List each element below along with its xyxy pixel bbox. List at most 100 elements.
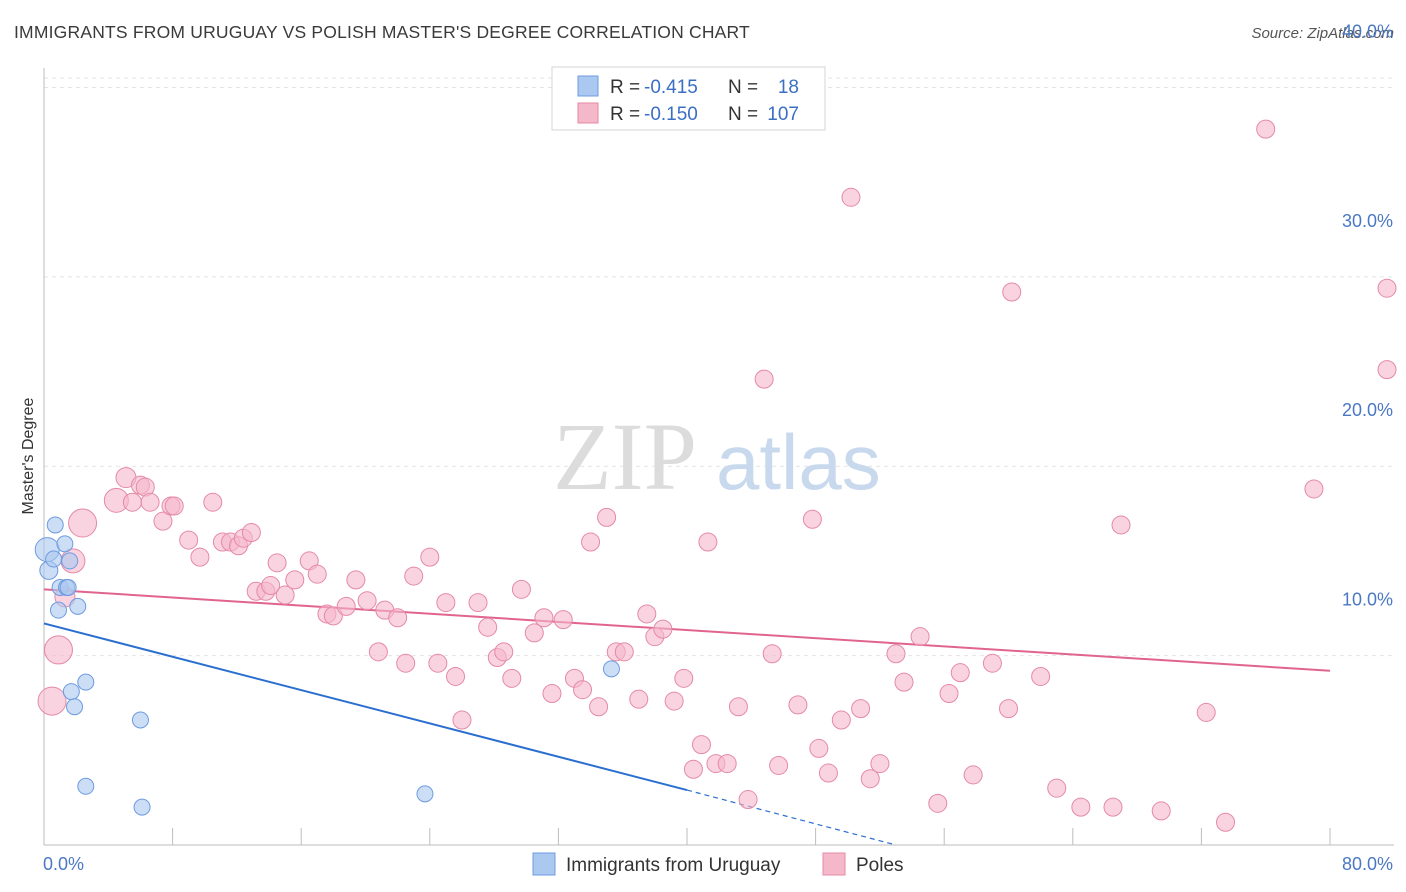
data-point-poles xyxy=(43,635,73,665)
data-point-poles xyxy=(950,663,970,683)
bottom-legend-label-poles: Poles xyxy=(856,855,904,876)
grid-layer xyxy=(44,77,1394,657)
data-point-uruguay xyxy=(602,660,620,678)
data-point-poles xyxy=(267,553,287,573)
data-point-poles xyxy=(346,570,366,590)
legend-n-value-uruguay: 18 xyxy=(778,77,799,98)
legend-swatch-uruguay xyxy=(577,75,599,97)
legend-r-value-poles: -0.150 xyxy=(644,104,698,125)
data-point-poles xyxy=(388,608,408,628)
data-point-poles xyxy=(494,642,514,662)
data-point-poles xyxy=(1047,778,1067,798)
data-point-poles xyxy=(1377,278,1397,298)
data-point-poles xyxy=(573,680,593,700)
data-point-poles xyxy=(164,496,184,516)
data-point-poles xyxy=(179,530,199,550)
data-point-poles xyxy=(754,369,774,389)
data-point-poles xyxy=(1256,119,1276,139)
data-point-uruguay xyxy=(77,673,95,691)
legend-n-value-poles: 107 xyxy=(767,104,799,125)
data-point-poles xyxy=(762,644,782,664)
data-point-poles xyxy=(323,606,343,626)
axis-layer xyxy=(43,68,1394,846)
data-point-uruguay xyxy=(46,516,64,534)
data-point-poles xyxy=(478,617,498,637)
data-point-uruguay xyxy=(62,683,80,701)
data-point-poles xyxy=(241,523,261,543)
bottom-legend: Immigrants from Uruguay Poles xyxy=(532,852,904,876)
data-point-poles xyxy=(140,492,160,512)
trend-line-poles xyxy=(43,588,1331,672)
watermark-zip: ZIP xyxy=(553,403,697,510)
y-tick-label: 40.0% xyxy=(1342,21,1393,41)
data-point-poles xyxy=(1216,812,1236,832)
data-point-poles xyxy=(698,532,718,552)
data-point-poles xyxy=(802,509,822,529)
legend-swatch-poles xyxy=(577,102,599,124)
data-point-poles xyxy=(1002,282,1022,302)
data-point-uruguay xyxy=(56,535,74,553)
y-tick-label: 20.0% xyxy=(1342,400,1393,420)
x-tick-label-max: 80.0% xyxy=(1342,854,1393,874)
data-point-uruguay xyxy=(45,550,63,568)
data-point-poles xyxy=(717,754,737,774)
data-point-poles xyxy=(396,653,416,673)
data-point-poles xyxy=(368,642,388,662)
data-point-poles xyxy=(68,508,98,538)
data-point-poles xyxy=(769,755,789,775)
data-point-poles xyxy=(597,507,617,527)
legend-n-label-poles: N = xyxy=(728,104,758,125)
y-tick-label: 30.0% xyxy=(1342,211,1393,231)
data-point-poles xyxy=(1151,801,1171,821)
data-point-poles xyxy=(581,532,601,552)
data-point-poles xyxy=(738,790,758,810)
data-point-poles xyxy=(428,653,448,673)
data-point-poles xyxy=(534,608,554,628)
data-point-poles xyxy=(1377,360,1397,380)
data-point-poles xyxy=(683,759,703,779)
legend-r-label-uruguay: R = xyxy=(610,77,640,98)
bottom-legend-label-uruguay: Immigrants from Uruguay xyxy=(566,855,781,876)
y-tick-labels: 10.0% 20.0% 30.0% 40.0% xyxy=(1342,21,1393,609)
data-point-poles xyxy=(502,668,522,688)
trend-line-extension xyxy=(686,789,897,846)
data-point-poles xyxy=(261,576,281,596)
data-point-poles xyxy=(37,686,67,716)
data-point-uruguay xyxy=(133,798,151,816)
data-point-poles xyxy=(452,710,472,730)
data-point-poles xyxy=(629,689,649,709)
data-point-poles xyxy=(511,579,531,599)
bottom-legend-swatch-uruguay xyxy=(532,852,556,876)
data-point-poles xyxy=(1031,666,1051,686)
data-point-poles xyxy=(637,604,657,624)
data-point-poles xyxy=(589,697,609,717)
chart-title: IMMIGRANTS FROM URUGUAY VS POLISH MASTER… xyxy=(14,22,750,42)
data-point-poles xyxy=(275,585,295,605)
data-point-poles xyxy=(999,699,1018,719)
data-point-poles xyxy=(664,691,684,711)
legend-n-label-uruguay: N = xyxy=(728,77,758,98)
data-point-poles xyxy=(788,695,808,715)
data-point-poles xyxy=(614,642,634,662)
data-point-poles xyxy=(870,754,890,774)
data-point-poles xyxy=(674,668,694,688)
trend-layer xyxy=(43,588,1331,846)
data-point-poles xyxy=(653,619,673,639)
data-point-poles xyxy=(336,596,356,616)
points-layer xyxy=(34,119,1397,832)
data-point-poles xyxy=(404,566,424,586)
legend-box: R = -0.415 N = 18 R = -0.150 N = 107 xyxy=(551,66,826,131)
data-point-poles xyxy=(910,627,930,647)
data-point-poles xyxy=(542,683,562,703)
data-point-uruguay xyxy=(49,601,67,619)
data-point-poles xyxy=(1071,797,1091,817)
data-point-poles xyxy=(468,593,488,613)
data-point-poles xyxy=(691,735,711,755)
legend-r-label-poles: R = xyxy=(610,104,640,125)
data-point-poles xyxy=(886,644,906,664)
data-point-poles xyxy=(553,610,573,630)
data-point-poles xyxy=(285,570,305,590)
trend-line-uruguay xyxy=(43,622,688,792)
data-point-poles xyxy=(357,591,377,611)
data-point-poles xyxy=(928,793,948,813)
